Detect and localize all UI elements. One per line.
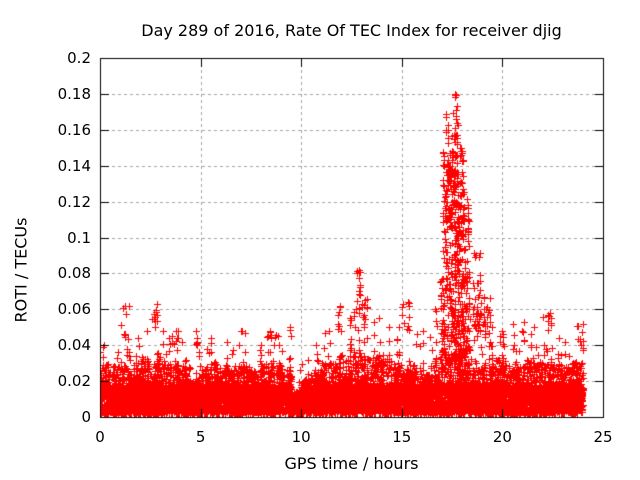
y-tick-label: 0.18 (57, 84, 91, 103)
y-tick-label: 0.06 (57, 300, 91, 319)
x-tick-label: 25 (593, 428, 613, 446)
x-tick-label: 15 (392, 428, 412, 446)
y-tick-label: 0 (81, 408, 91, 426)
y-tick-label: 0.04 (57, 336, 91, 355)
y-tick-label: 0.12 (57, 192, 91, 211)
x-tick-label: 10 (291, 428, 311, 446)
y-tick-label: 0.14 (57, 156, 91, 175)
y-tick-label: 0.16 (57, 120, 91, 139)
x-tick-label: 0 (95, 428, 105, 446)
y-tick-label: 0.08 (57, 264, 91, 283)
x-axis-label: GPS time / hours (284, 454, 419, 473)
y-tick-label: 0.1 (67, 228, 91, 247)
plot-title: Day 289 of 2016, Rate Of TEC Index for r… (141, 21, 562, 40)
x-tick-label: 5 (195, 428, 206, 446)
y-tick-label: 0.2 (67, 49, 91, 67)
x-tick-label: 20 (492, 428, 512, 446)
y-tick-label: 0.02 (57, 372, 91, 391)
